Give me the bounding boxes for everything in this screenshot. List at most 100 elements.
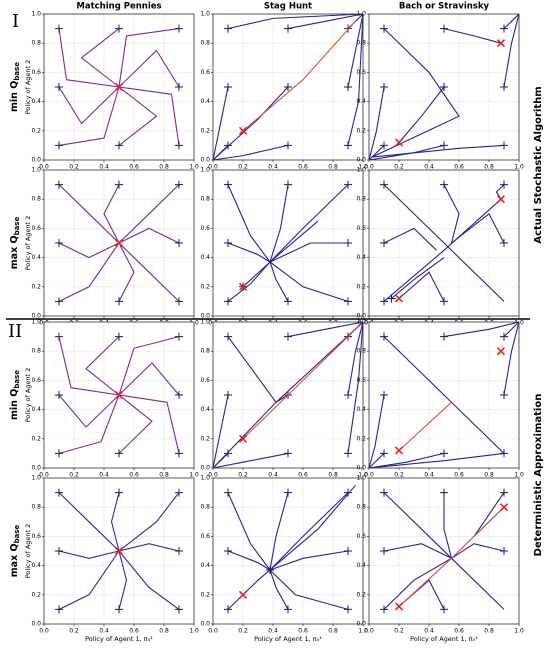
trajectory <box>287 13 364 30</box>
trajectory <box>368 86 385 161</box>
y-tick-label: 0.0 <box>356 465 366 472</box>
y-tick-label: 0.0 <box>200 157 210 164</box>
start-point <box>175 141 183 150</box>
y-tick-label: 1.0 <box>356 167 366 174</box>
start-point <box>380 488 388 497</box>
y-tick-label: 0.6 <box>31 69 41 76</box>
start-point <box>500 141 508 150</box>
start-point <box>55 239 63 247</box>
trajectory <box>212 144 289 161</box>
start-point <box>224 547 232 555</box>
y-axis-label: Policy of Agent 2 <box>24 368 32 423</box>
plot-frame <box>368 477 520 625</box>
x-tick-label: 0.8 <box>159 628 169 635</box>
section-label: I <box>12 11 19 32</box>
trajectory <box>85 336 120 396</box>
trajectory <box>58 336 120 396</box>
start-point <box>115 332 123 341</box>
plot-frame <box>43 13 195 161</box>
x-tick-label: 1.0 <box>358 164 368 171</box>
x-tick-label: 0.6 <box>298 164 308 171</box>
y-tick-label: 1.0 <box>356 475 366 482</box>
row-label: max Qbase <box>9 525 22 578</box>
start-point <box>175 547 183 555</box>
start-point <box>224 180 232 189</box>
start-point <box>500 332 508 341</box>
start-point <box>344 488 352 497</box>
y-tick-label: 1.0 <box>31 475 41 482</box>
plot-frame <box>368 321 520 469</box>
y-tick-label: 0.4 <box>200 406 210 413</box>
row-label-main: min Q <box>9 81 20 112</box>
trajectory <box>383 184 505 302</box>
x-tick-label: 0.2 <box>69 164 79 171</box>
y-tick-label: 0.2 <box>200 435 210 442</box>
trajectory <box>58 394 120 454</box>
y-axis-label: Policy of Agent 2 <box>24 60 32 115</box>
start-point <box>224 239 232 247</box>
x-tick-label: 0.8 <box>159 164 169 171</box>
trajectory <box>227 492 271 571</box>
row-label: min Qbase <box>9 370 22 420</box>
trajectory <box>383 543 452 559</box>
start-point <box>440 83 448 91</box>
x-tick-label: 1.0 <box>189 164 199 171</box>
start-point <box>55 297 63 306</box>
y-tick-label: 0.6 <box>356 377 366 384</box>
start-point <box>55 83 63 91</box>
trajectory <box>269 492 349 571</box>
y-tick-label: 0.0 <box>356 157 366 164</box>
row-label-main: max Q <box>9 543 20 577</box>
trajectory <box>118 550 180 610</box>
y-tick-label: 0.6 <box>31 377 41 384</box>
x-tick-label: 1.0 <box>358 472 368 479</box>
start-point <box>380 605 388 614</box>
x-tick-label: 0.0 <box>39 164 49 171</box>
start-point <box>284 449 292 458</box>
y-tick-label: 0.0 <box>356 621 366 628</box>
y-tick-label: 0.4 <box>31 98 41 105</box>
x-tick-label: 0.4 <box>268 164 278 171</box>
x-axis-label: Policy of Agent 1, π₀¹ <box>85 635 153 643</box>
y-tick-label: 0.8 <box>200 348 210 355</box>
x-tick-label: 0.4 <box>99 628 109 635</box>
trajectory <box>58 28 120 88</box>
x-tick-label: 0.0 <box>364 164 374 171</box>
start-point <box>115 605 123 614</box>
y-tick-label: 0.4 <box>31 406 41 413</box>
y-tick-label: 0.0 <box>200 465 210 472</box>
start-point <box>344 141 352 150</box>
x-tick-label: 0.6 <box>454 164 464 171</box>
trajectory <box>391 257 445 299</box>
trajectory <box>503 321 520 337</box>
x-tick-label: 0.8 <box>484 628 494 635</box>
trajectory <box>443 492 453 559</box>
y-tick-label: 1.0 <box>200 167 210 174</box>
y-tick-label: 0.2 <box>31 435 41 442</box>
x-tick-label: 0.4 <box>424 164 434 171</box>
start-point <box>344 605 352 614</box>
start-point <box>284 297 292 306</box>
y-tick-label: 0.8 <box>200 504 210 511</box>
x-tick-label: 0.0 <box>208 164 218 171</box>
x-tick-label: 0.6 <box>454 628 464 635</box>
trajectory <box>212 452 289 469</box>
x-tick-label: 1.0 <box>514 472 524 479</box>
end-point <box>499 503 509 512</box>
start-point <box>380 332 388 341</box>
start-point <box>224 391 232 399</box>
x-tick-label: 0.0 <box>208 472 218 479</box>
trajectory <box>58 394 120 428</box>
row-label-sub: base <box>13 525 21 544</box>
start-point <box>440 297 448 306</box>
trajectory <box>118 394 180 454</box>
column-title: Stag Hunt <box>264 2 312 12</box>
start-point <box>224 297 232 306</box>
end-point <box>238 126 248 135</box>
x-tick-label: 0.0 <box>364 472 374 479</box>
start-point <box>115 141 123 150</box>
y-tick-label: 0.0 <box>31 157 41 164</box>
start-point <box>55 24 63 33</box>
